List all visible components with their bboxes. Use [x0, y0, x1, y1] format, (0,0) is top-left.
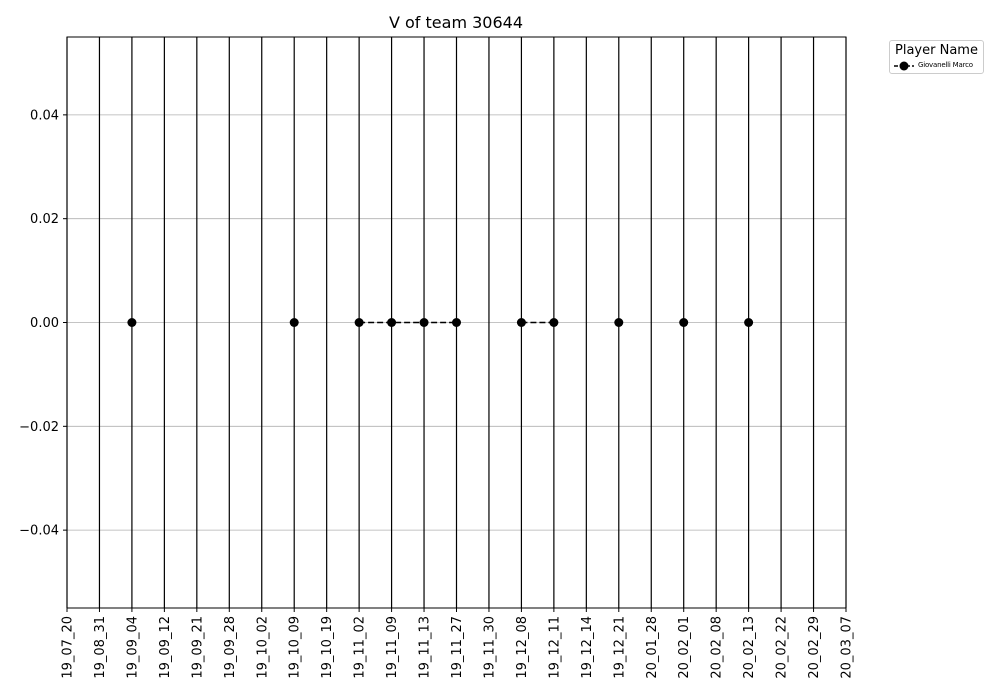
data-point [354, 318, 364, 327]
x-tick-label: 19_11_13 [418, 616, 433, 679]
x-tick-label: 19_12_14 [580, 616, 595, 679]
x-tick-label: 19_12_21 [612, 616, 627, 679]
x-tick-label: 19_11_09 [385, 616, 400, 679]
x-tick-label: 20_01_28 [645, 616, 660, 679]
x-tick-label: 19_09_28 [223, 616, 238, 679]
data-point [549, 318, 559, 327]
x-tick-label: 19_08_31 [93, 616, 108, 679]
x-tick-label: 19_09_21 [190, 616, 205, 679]
x-axis: 19_07_20 19_08_31 19_09_04 19_09_12 19_09_21… [61, 608, 855, 679]
x-tick-label: 19_11_27 [450, 616, 465, 679]
legend-marker-icon [894, 61, 914, 71]
y-tick-label: −0.04 [19, 524, 59, 539]
data-point [744, 318, 754, 327]
legend: Player Name Giovanelli Marco [889, 40, 984, 74]
legend-label: Giovanelli Marco [918, 61, 973, 69]
y-axis: −0.04 −0.02 0.00 0.02 0.04 [19, 108, 67, 539]
y-tick-label: 0.00 [30, 316, 59, 331]
x-tick-label: 19_12_08 [515, 616, 530, 679]
data-point [452, 318, 461, 327]
data-point [419, 318, 429, 327]
data-point [679, 318, 689, 327]
y-tick-label: 0.02 [30, 212, 59, 227]
data-point [614, 318, 624, 327]
y-tick-label: −0.02 [19, 420, 59, 435]
x-tick-label: 20_02_01 [677, 616, 692, 679]
x-tick-label: 19_11_02 [353, 616, 368, 679]
x-tick-label: 19_11_30 [482, 616, 497, 679]
x-tick-label: 19_10_19 [320, 616, 335, 679]
legend-title: Player Name [895, 43, 978, 58]
x-tick-label: 19_10_09 [288, 616, 303, 679]
legend-item: Giovanelli Marco [893, 60, 983, 72]
x-tick-label: 19_09_12 [158, 616, 173, 679]
data-point [387, 318, 397, 327]
data-point [516, 318, 526, 327]
x-tick-label: 20_02_08 [710, 616, 725, 679]
x-tick-label: 20_02_29 [807, 616, 822, 679]
series-layer [127, 318, 754, 327]
x-tick-label: 19_09_04 [125, 616, 140, 679]
x-tick-label: 20_02_22 [775, 616, 790, 679]
x-tick-label: 19_10_02 [255, 616, 270, 679]
x-tick-label: 19_07_20 [61, 616, 76, 679]
data-point [289, 318, 299, 327]
chart-title: V of team 30644 [389, 13, 523, 32]
x-tick-label: 19_12_11 [547, 616, 562, 679]
x-tick-label: 20_03_07 [840, 616, 855, 679]
y-tick-label: 0.04 [30, 108, 59, 123]
x-tick-label: 20_02_13 [742, 616, 757, 679]
data-point [127, 318, 137, 327]
